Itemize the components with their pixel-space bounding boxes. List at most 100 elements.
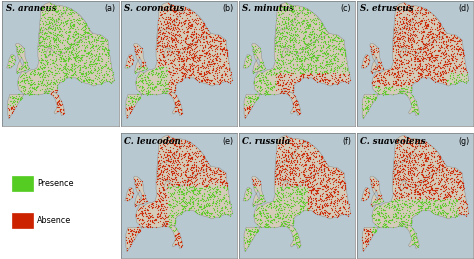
Point xyxy=(398,195,405,199)
Point xyxy=(378,224,386,228)
Point xyxy=(105,53,113,57)
Point xyxy=(59,11,67,15)
Point xyxy=(194,208,201,213)
Point xyxy=(320,31,328,35)
Point xyxy=(36,75,44,79)
Point xyxy=(165,26,173,30)
Point xyxy=(160,30,167,34)
Point xyxy=(341,48,348,52)
Point xyxy=(34,66,42,70)
Point xyxy=(50,28,57,32)
Point xyxy=(173,80,181,84)
Point xyxy=(418,30,426,34)
Point xyxy=(168,152,176,156)
Point xyxy=(188,168,196,172)
Point xyxy=(204,189,211,193)
Point xyxy=(48,87,55,91)
Point xyxy=(306,155,314,160)
Point xyxy=(411,183,419,187)
Point xyxy=(18,73,26,77)
Point xyxy=(287,20,294,24)
Point xyxy=(263,204,270,208)
Point xyxy=(283,202,291,206)
Point xyxy=(223,69,230,73)
Point xyxy=(290,52,298,56)
Point xyxy=(406,169,414,174)
Point xyxy=(272,164,280,168)
Point xyxy=(339,175,346,179)
Point xyxy=(359,106,366,110)
Point xyxy=(181,200,188,205)
Point xyxy=(183,57,191,61)
Point xyxy=(426,29,434,33)
Point xyxy=(185,50,192,54)
Point xyxy=(10,99,18,104)
Point xyxy=(137,198,145,202)
Point xyxy=(417,183,424,187)
Point xyxy=(389,84,396,88)
Point xyxy=(335,44,342,48)
Point xyxy=(393,168,401,172)
Point xyxy=(210,40,218,44)
Point xyxy=(428,55,435,60)
Point xyxy=(318,64,325,68)
Point xyxy=(134,49,141,53)
Point xyxy=(420,29,428,33)
Point xyxy=(336,180,344,184)
Point xyxy=(41,65,49,69)
Point xyxy=(166,15,173,19)
Point xyxy=(271,84,278,88)
Point xyxy=(416,63,424,67)
Point xyxy=(285,75,293,79)
Point xyxy=(288,38,295,42)
Point xyxy=(91,64,99,69)
Point xyxy=(283,69,290,73)
Polygon shape xyxy=(15,43,29,73)
Point xyxy=(303,53,310,57)
Point xyxy=(139,211,147,215)
Point xyxy=(383,204,391,208)
Point xyxy=(303,67,311,71)
Point xyxy=(167,182,175,186)
Point xyxy=(303,153,311,157)
Point xyxy=(188,10,195,14)
Point xyxy=(41,52,48,56)
Point xyxy=(393,197,401,202)
Point xyxy=(181,55,188,60)
Point xyxy=(415,8,422,12)
Point xyxy=(416,54,423,58)
Point xyxy=(157,70,164,74)
Point xyxy=(440,195,447,199)
Point xyxy=(165,31,173,35)
Point xyxy=(202,169,210,173)
Point xyxy=(406,96,414,100)
Point xyxy=(47,31,55,35)
Point xyxy=(258,204,265,208)
Point xyxy=(368,232,375,236)
Point xyxy=(197,191,204,195)
Point xyxy=(456,196,464,200)
Point xyxy=(452,169,460,173)
Point xyxy=(281,88,288,92)
Point xyxy=(313,38,321,42)
Point xyxy=(285,154,292,158)
Point xyxy=(212,54,219,58)
Point xyxy=(447,71,455,75)
Point xyxy=(421,11,429,16)
Point xyxy=(375,218,383,222)
Point xyxy=(163,167,170,171)
Point xyxy=(380,75,388,79)
Point xyxy=(146,82,154,86)
Point xyxy=(138,73,146,77)
Point xyxy=(404,138,411,142)
Point xyxy=(47,31,55,35)
Point xyxy=(407,173,415,177)
Point xyxy=(430,18,438,23)
Point xyxy=(278,202,285,206)
Point xyxy=(332,33,340,37)
Point xyxy=(163,6,171,11)
Point xyxy=(156,74,164,78)
Point xyxy=(405,204,413,208)
Point xyxy=(197,53,204,57)
Point xyxy=(402,191,410,195)
